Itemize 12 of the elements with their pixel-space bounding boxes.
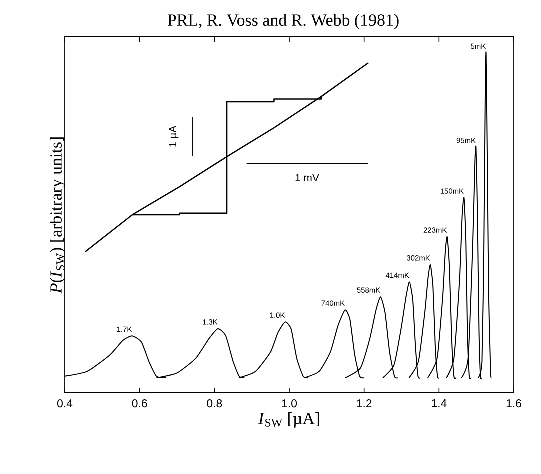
x-tick-label: 1.4 <box>432 400 447 408</box>
x-tick-label: 1.6 <box>506 400 522 408</box>
annotation: 1 mV <box>296 174 320 182</box>
y-axis-title: P(I$_{SW}$) [arbitrary units] <box>50 138 66 294</box>
x-axis-title: I$_{SW}$ [µA] <box>258 412 320 428</box>
annotation: 1 µA <box>169 126 179 147</box>
x-tick-label: 0.8 <box>207 400 222 408</box>
x-tick-label: 1.2 <box>357 400 372 408</box>
chart-title: PRL, R. Voss and R. Webb (1981) <box>168 14 399 30</box>
x-tick-label: 0.4 <box>57 400 73 408</box>
x-tick-label: 1.0 <box>282 400 298 408</box>
x-tick-label: 0.6 <box>132 400 148 408</box>
